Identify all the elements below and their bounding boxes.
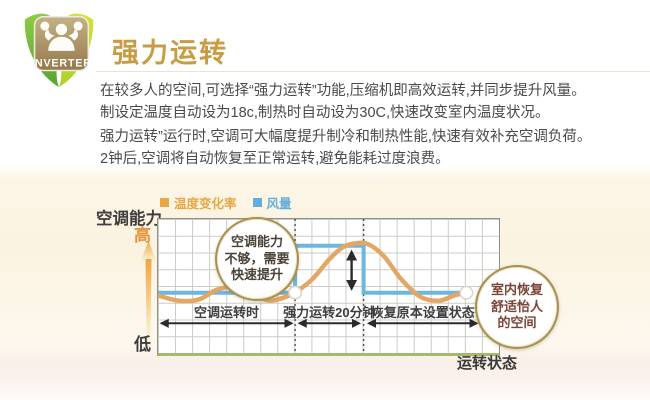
paragraph-line: 强力运转”运行时,空调可大幅度提升制冷和制热性能,快速有效补充空调负荷。 — [100, 129, 592, 145]
badge-label: INVERTER — [31, 58, 92, 70]
header-divider — [96, 71, 650, 72]
paragraph-line: 2钟后,空调将自动恢复至正常运转,避免能耗过度浪费。 — [100, 151, 450, 167]
event-markers — [288, 285, 474, 300]
chart-plot-area: 空调运转时 强力运转20分钟 恢复原本设置状态 — [157, 218, 500, 356]
paragraph-line: 在较多人的空间,可选择“强力运转”功能,压缩机即高效运转,并同步提升风量。 — [100, 83, 586, 99]
annotation-line: 舒适怡人 — [490, 298, 543, 314]
annotation-bubble-capacity: 空调能力 不够，需要 快速提升 — [215, 217, 299, 301]
y-axis-low-label: 低 — [134, 335, 151, 354]
intro-paragraph-1: 在较多人的空间,可选择“强力运转”功能,压缩机即高效运转,并同步提升风量。 制设… — [100, 80, 648, 124]
legend-label: 风量 — [266, 197, 292, 211]
annotation-line: 空调能力 — [230, 234, 283, 250]
x-axis-title: 运转状态 — [457, 355, 518, 372]
legend-label: 温度变化率 — [174, 197, 237, 211]
phase-label-normal: 空调运转时 — [194, 305, 259, 320]
y-axis-high-label: 高 — [134, 226, 151, 245]
phase-label-restore: 恢复原本设置状态 — [371, 305, 475, 320]
annotation-line: 室内恢复 — [490, 282, 543, 298]
paragraph-line: 制设定温度自动设为18c,制热时自动设为30C,快速改变室内温度状况。 — [100, 105, 550, 121]
legend-item-airflow: 风量 — [252, 193, 292, 212]
annotation-line: 的空间 — [497, 315, 537, 331]
inverter-badge: INVERTER — [24, 13, 94, 88]
annotation-line: 不够，需要 — [224, 250, 290, 266]
legend-swatch-icon — [160, 198, 169, 207]
chart-series-lines — [158, 240, 469, 304]
intro-paragraph-2: 强力运转”运行时,空调可大幅度提升制冷和制热性能,快速有效补充空调负荷。 2钟后… — [100, 126, 648, 170]
page-title: 强力运转 — [112, 38, 228, 68]
legend-swatch-icon — [252, 198, 262, 207]
up-arrow-icon — [140, 241, 157, 351]
chart-legend: 温度变化率 风量 — [160, 193, 292, 212]
annotation-line: 快速提升 — [230, 267, 283, 283]
y-axis-title: 空调能力 — [96, 210, 162, 228]
legend-item-temp-rate: 温度变化率 — [160, 193, 237, 212]
muscle-man-icon — [40, 21, 83, 51]
phase-label-boost: 强力运转20分钟 — [283, 305, 375, 320]
annotation-bubble-comfort: 室内恢复 舒适怡人 的空间 — [475, 265, 559, 349]
